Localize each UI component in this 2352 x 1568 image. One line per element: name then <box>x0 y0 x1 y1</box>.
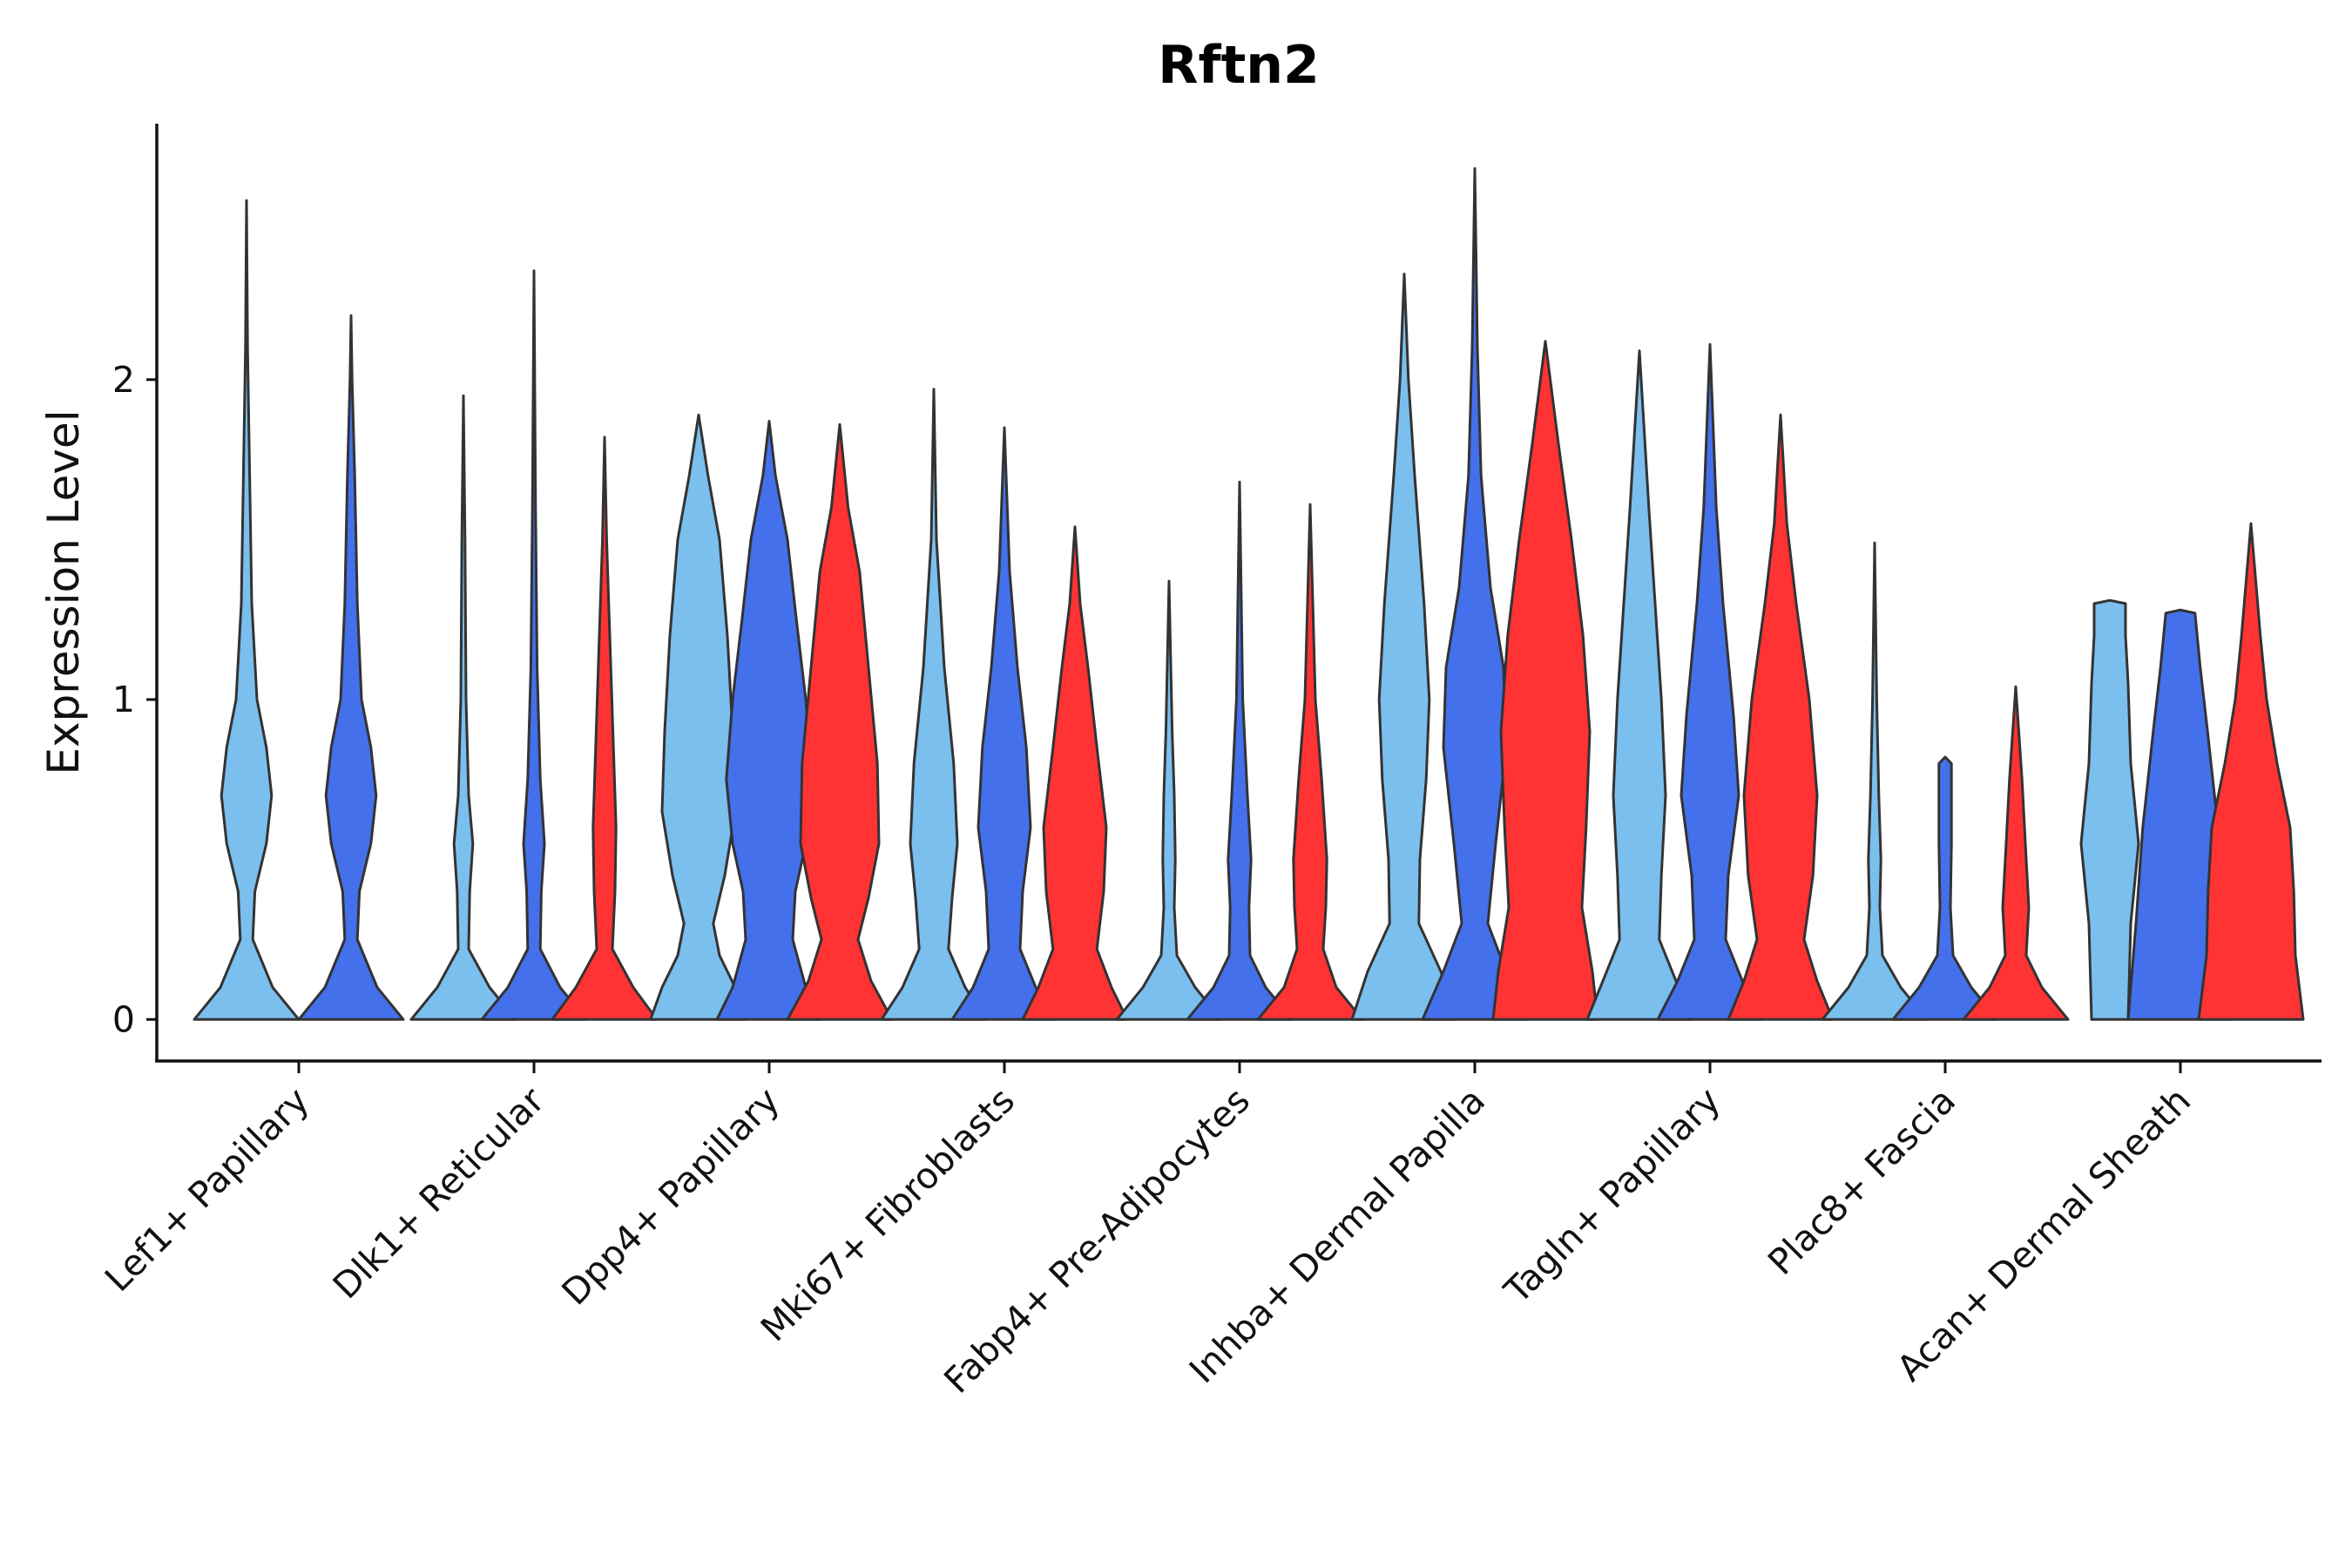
violin-8-group-3 <box>1962 685 2070 1021</box>
violin-1-group-1 <box>193 199 301 1021</box>
x-tick-label: Plac8+ Fascia <box>1760 1079 1963 1283</box>
x-tick-label: Mki67+ Fibroblasts <box>753 1079 1023 1349</box>
violins-layer <box>193 166 2305 1021</box>
violin-4-group-1 <box>880 388 988 1021</box>
violin-2-group-3 <box>551 436 659 1021</box>
violin-2-group-1 <box>409 394 517 1021</box>
violin-1-group-2 <box>297 314 405 1021</box>
violin-7-group-1 <box>1585 349 1693 1021</box>
x-tick-label: Dlk1+ Reticular <box>325 1079 552 1307</box>
violin-9-group-1 <box>2079 598 2140 1021</box>
violin-4-group-3 <box>1021 525 1129 1021</box>
y-ticks: 0 1 2 <box>112 359 157 1040</box>
x-tick-label: Tagln+ Papillary <box>1496 1079 1728 1312</box>
violin-3-group-1 <box>649 413 748 1021</box>
y-axis-label: Expression Level <box>38 409 89 774</box>
violin-5-group-3 <box>1256 503 1364 1021</box>
violin-9-group-3 <box>2197 522 2305 1021</box>
violin-6-group-1 <box>1350 273 1458 1021</box>
violin-8-group-2 <box>1891 755 1999 1021</box>
x-tick-label: Dpp4+ Papillary <box>554 1079 787 1313</box>
violin-3-group-3 <box>786 422 894 1021</box>
violin-7-group-3 <box>1727 413 1835 1021</box>
y-tick-label: 1 <box>112 679 135 720</box>
x-tick-label: Lef1+ Papillary <box>97 1079 317 1300</box>
violin-3-group-2 <box>715 420 823 1021</box>
chart-title: Rftn2 <box>1158 35 1319 96</box>
violin-5-group-1 <box>1115 579 1223 1021</box>
violin-2-group-2 <box>480 269 588 1021</box>
violin-6-group-2 <box>1421 166 1529 1021</box>
violin-7-group-2 <box>1656 342 1764 1021</box>
violin-8-group-1 <box>1821 541 1929 1021</box>
violin-4-group-2 <box>950 426 1058 1021</box>
x-ticks: Lef1+ Papillary Dlk1+ Reticular Dpp4+ Papi… <box>97 1061 2199 1402</box>
y-tick-label: 0 <box>112 998 135 1040</box>
y-tick-label: 2 <box>112 359 135 401</box>
violin-5-group-2 <box>1186 480 1294 1021</box>
violin-6-group-3 <box>1491 340 1599 1021</box>
